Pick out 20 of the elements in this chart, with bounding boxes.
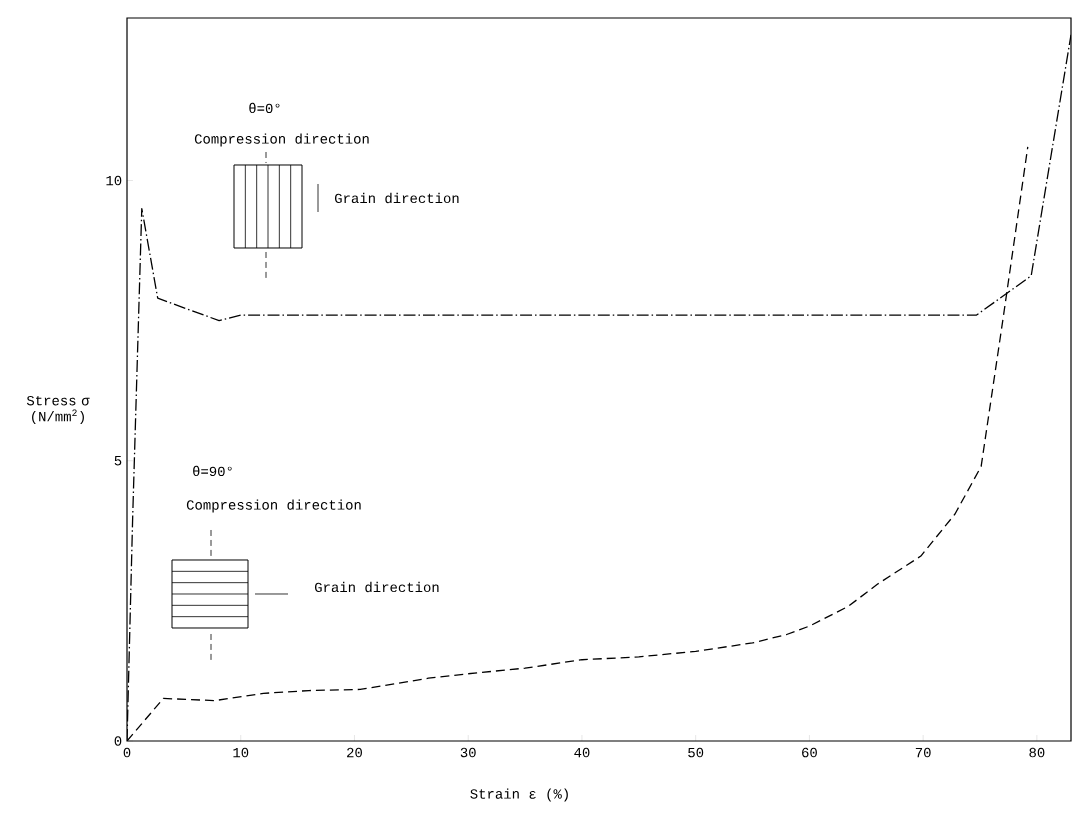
y-tick-label: 0 — [114, 736, 122, 746]
annotation: θ=90° — [193, 465, 232, 477]
x-tick-label: 30 — [460, 747, 476, 758]
y-axis-title: Stress σ (N/mm$^{2}$) — [26, 395, 90, 425]
annotation: θ=0° — [249, 102, 280, 114]
annotation: Compression direction — [194, 133, 369, 147]
annotation: Grain direction — [334, 192, 459, 204]
x-tick-label: 50 — [688, 747, 704, 758]
x-tick-label: 20 — [347, 747, 362, 758]
y-tick-label: 5 — [114, 456, 122, 466]
x-tick-label: 10 — [233, 747, 249, 758]
x-tick-label: 60 — [802, 747, 817, 758]
x-tick-label: 70 — [915, 747, 931, 758]
x-axis-title: Strain ε (%) — [470, 788, 568, 802]
y-tick-label: 10 — [106, 175, 122, 186]
x-tick-label: 80 — [1029, 747, 1045, 758]
annotation: Compression direction — [186, 499, 361, 513]
x-tick-label: 40 — [574, 747, 590, 758]
annotation: Grain direction — [314, 581, 439, 593]
x-tick-label: 0 — [123, 747, 131, 758]
